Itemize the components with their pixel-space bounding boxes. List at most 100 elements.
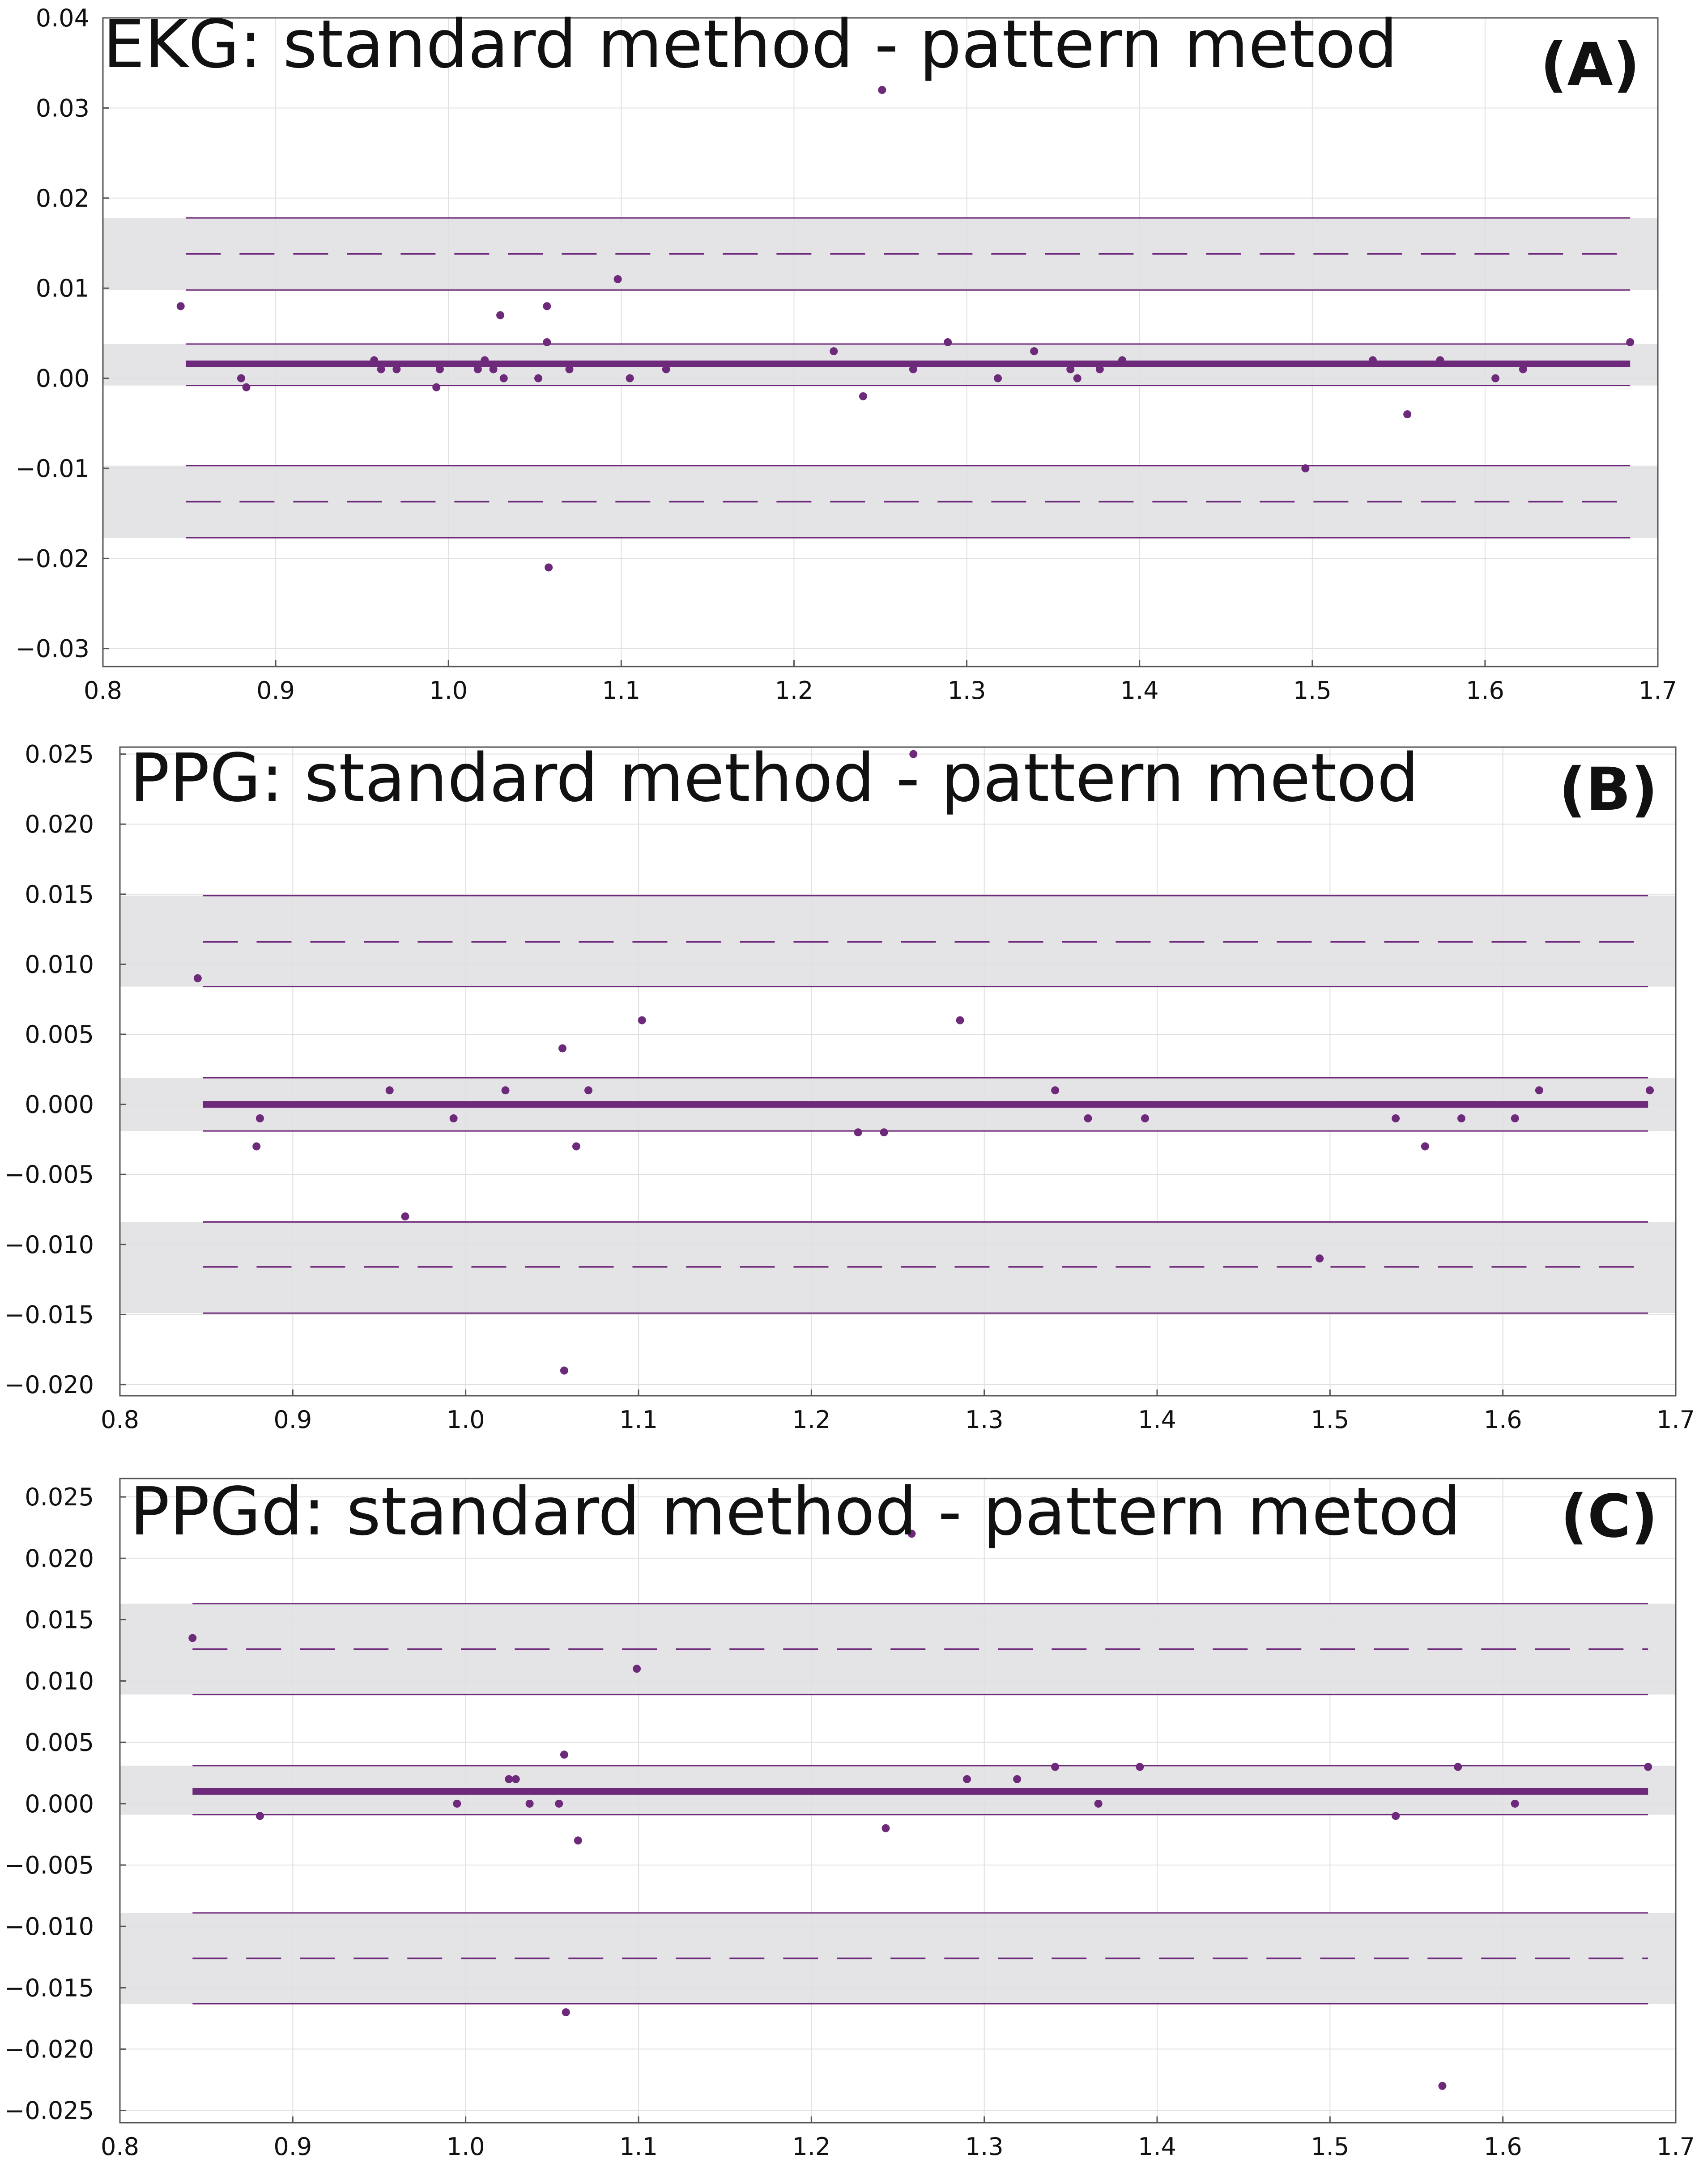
data-point — [854, 1128, 862, 1137]
x-tick-label: 1.3 — [965, 1406, 1004, 1434]
data-point — [176, 302, 185, 310]
x-tick-label: 1.0 — [447, 2133, 485, 2161]
y-tick-label: 0.010 — [25, 950, 94, 978]
y-tick-label: 0.010 — [25, 1667, 94, 1695]
y-tick-label: 0.00 — [36, 365, 89, 393]
data-point — [909, 750, 918, 758]
x-tick-label: 0.8 — [101, 2133, 139, 2161]
x-tick-label: 1.3 — [965, 2133, 1004, 2161]
data-point — [1118, 356, 1127, 365]
data-point — [193, 974, 202, 982]
x-tick-label: 1.6 — [1484, 2133, 1522, 2161]
data-point — [511, 1775, 520, 1783]
x-tick-label: 1.5 — [1311, 2133, 1349, 2161]
y-tick-label: 0.01 — [36, 274, 89, 302]
data-point — [1436, 356, 1444, 365]
x-tick-label: 0.9 — [256, 676, 295, 705]
data-point — [1511, 1799, 1519, 1808]
y-tick-label: 0.020 — [25, 810, 94, 838]
data-point — [1646, 1086, 1654, 1095]
data-point — [880, 1128, 888, 1137]
data-point — [907, 1530, 916, 1538]
y-tick-label: −0.010 — [4, 1912, 94, 1941]
chart-panel: 0.8 0.9 1.0 1.1 1.2 1.3 1.4 1.5 1.6 1.7 0.025 0.020… — [4, 739, 1695, 1434]
x-tick-label: 0.8 — [101, 1406, 139, 1434]
x-tick-label: 0.9 — [273, 1406, 312, 1434]
panel-label: (B) — [1559, 755, 1658, 824]
data-point — [432, 383, 441, 391]
x-tick-label: 1.1 — [619, 2133, 658, 2161]
data-point — [562, 2008, 570, 2017]
data-point — [963, 1775, 971, 1783]
data-point — [1030, 347, 1039, 356]
data-point — [1141, 1114, 1149, 1122]
x-tick-label: 1.4 — [1120, 676, 1159, 705]
data-point — [1301, 464, 1310, 472]
data-point — [385, 1086, 394, 1095]
data-point — [626, 374, 634, 382]
data-point — [1051, 1763, 1060, 1771]
data-point — [1403, 410, 1412, 419]
data-point — [449, 1114, 458, 1122]
data-point — [555, 1799, 563, 1808]
y-tick-label: −0.010 — [4, 1231, 94, 1259]
x-tick-label: 1.2 — [775, 676, 813, 705]
data-point — [613, 275, 622, 284]
data-point — [1438, 2082, 1447, 2090]
data-point — [572, 1142, 580, 1151]
axes-frame — [119, 1478, 1677, 2124]
data-point — [956, 1016, 964, 1024]
data-point — [188, 1634, 197, 1642]
data-point — [534, 374, 542, 382]
x-tick-label: 1.7 — [1656, 1406, 1695, 1434]
data-point — [1457, 1114, 1465, 1122]
data-point — [453, 1799, 461, 1808]
data-point — [545, 563, 553, 572]
x-tick-label: 1.0 — [447, 1406, 485, 1434]
x-tick-label: 1.7 — [1639, 676, 1677, 705]
data-point — [543, 302, 551, 310]
data-point — [1051, 1086, 1060, 1095]
data-point — [565, 365, 574, 374]
data-point — [1066, 365, 1075, 374]
y-tick-label: −0.02 — [16, 544, 89, 573]
data-point — [401, 1212, 409, 1221]
axes-frame — [119, 746, 1677, 1397]
data-point — [473, 365, 482, 374]
data-point — [560, 1751, 568, 1759]
data-point — [1491, 374, 1500, 382]
x-tick-label: 1.6 — [1484, 1406, 1522, 1434]
data-point — [501, 1086, 510, 1095]
axes-frame — [102, 17, 1659, 667]
data-point — [994, 374, 1002, 382]
panel-label: (C) — [1560, 1482, 1658, 1551]
data-point — [1626, 338, 1635, 346]
data-point — [1094, 1799, 1103, 1808]
data-point — [481, 356, 489, 365]
data-point — [584, 1086, 592, 1095]
data-point — [1392, 1812, 1400, 1820]
x-tick-label: 1.5 — [1311, 1406, 1349, 1434]
data-point — [558, 1044, 567, 1053]
y-tick-label: −0.020 — [4, 1371, 94, 1399]
data-point — [252, 1142, 261, 1151]
x-tick-label: 1.1 — [602, 676, 640, 705]
x-tick-label: 0.8 — [84, 676, 122, 705]
data-point — [1519, 365, 1527, 374]
x-tick-label: 0.9 — [273, 2133, 312, 2161]
y-tick-label: −0.015 — [4, 1300, 94, 1329]
data-point — [1316, 1254, 1324, 1263]
y-tick-label: −0.025 — [4, 2097, 94, 2125]
data-point — [878, 86, 886, 94]
x-tick-label: 1.3 — [948, 676, 986, 705]
x-tick-label: 1.6 — [1466, 676, 1504, 705]
data-point — [830, 347, 838, 356]
chart-title: EKG: standard method - pattern metod — [103, 6, 1397, 83]
data-point — [1421, 1142, 1429, 1151]
data-point — [505, 1775, 513, 1783]
data-point — [489, 365, 498, 374]
y-tick-label: −0.03 — [16, 635, 89, 663]
x-tick-label: 1.1 — [619, 1406, 658, 1434]
x-tick-label: 1.0 — [429, 676, 468, 705]
